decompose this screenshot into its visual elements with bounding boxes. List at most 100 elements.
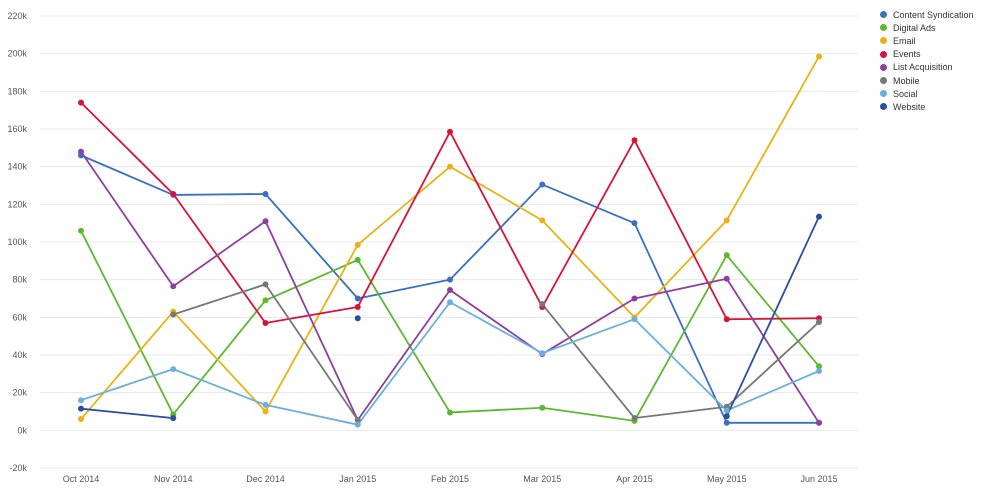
series-line-mobile xyxy=(172,283,359,421)
data-point-list-acquisition[interactable] xyxy=(447,287,453,294)
legend-item-email[interactable]: Email xyxy=(880,34,974,47)
x-axis-ticks: Oct 2014 Nov 2014 Dec 2014 Jan 2015 Feb 2015… xyxy=(63,474,838,484)
data-point-email[interactable] xyxy=(447,163,453,170)
legend-item-mobile[interactable]: Mobile xyxy=(880,74,974,87)
data-point-content-syndication[interactable] xyxy=(354,295,361,302)
data-point-events[interactable] xyxy=(631,137,638,144)
data-point-list-acquisition[interactable] xyxy=(262,218,269,225)
legend-label: Mobile xyxy=(893,75,920,86)
y-tick-label: 80k xyxy=(12,275,27,285)
data-point-mobile[interactable] xyxy=(816,319,822,326)
legend-swatch xyxy=(880,63,887,71)
data-point-social[interactable] xyxy=(631,316,638,323)
x-tick-label: Jun 2015 xyxy=(800,474,837,484)
data-point-website[interactable] xyxy=(78,405,84,412)
data-point-content-syndication[interactable] xyxy=(723,419,730,426)
data-point-website[interactable] xyxy=(816,213,822,220)
data-point-list-acquisition[interactable] xyxy=(723,275,730,282)
legend-label: Content Syndication xyxy=(893,9,974,20)
data-point-email[interactable] xyxy=(723,217,730,224)
data-point-content-syndication[interactable] xyxy=(447,276,453,283)
data-point-email[interactable] xyxy=(262,408,269,415)
data-point-list-acquisition[interactable] xyxy=(631,295,638,302)
legend-item-social[interactable]: Social xyxy=(880,87,974,100)
data-point-content-syndication[interactable] xyxy=(539,181,546,188)
legend-swatch xyxy=(880,24,887,32)
series-points xyxy=(78,53,822,428)
data-point-digital-ads[interactable] xyxy=(354,256,361,263)
x-tick-label: Apr 2015 xyxy=(616,474,653,484)
data-point-email[interactable] xyxy=(816,53,822,60)
data-point-events[interactable] xyxy=(447,128,453,135)
legend-swatch xyxy=(880,11,887,19)
x-tick-label: Oct 2014 xyxy=(63,474,100,484)
series-line-website xyxy=(725,216,820,417)
legend-label: Digital Ads xyxy=(893,22,936,33)
data-point-social[interactable] xyxy=(170,366,177,373)
data-point-digital-ads[interactable] xyxy=(816,363,822,370)
data-point-list-acquisition[interactable] xyxy=(78,148,84,155)
series-line-email xyxy=(80,56,820,420)
y-tick-label: 60k xyxy=(12,312,27,322)
data-point-website[interactable] xyxy=(354,315,361,322)
data-point-digital-ads[interactable] xyxy=(723,252,730,259)
legend: Content Syndication Digital Ads Email Event… xyxy=(880,8,974,114)
data-point-digital-ads[interactable] xyxy=(539,404,546,411)
series-line-social xyxy=(80,301,820,426)
y-axis-ticks: -20k 0k 20k 40k 60k 80k 100k 120k 140k 160k 180k 20… xyxy=(7,11,27,473)
legend-label: List Acquisition xyxy=(893,62,953,73)
legend-item-events[interactable]: Events xyxy=(880,48,974,61)
data-point-mobile[interactable] xyxy=(631,415,638,422)
data-point-digital-ads[interactable] xyxy=(447,409,453,416)
y-tick-label: 20k xyxy=(12,388,27,398)
legend-swatch xyxy=(880,50,887,58)
y-tick-label: 220k xyxy=(7,11,27,21)
data-point-mobile[interactable] xyxy=(262,281,269,288)
data-point-mobile[interactable] xyxy=(354,416,361,423)
legend-label: Website xyxy=(893,101,926,112)
y-tick-label: 200k xyxy=(7,49,27,59)
data-point-social[interactable] xyxy=(816,368,822,375)
x-tick-label: Nov 2014 xyxy=(154,474,193,484)
x-tick-label: Feb 2015 xyxy=(431,474,469,484)
legend-item-website[interactable]: Website xyxy=(880,100,974,113)
data-point-digital-ads[interactable] xyxy=(262,297,269,304)
legend-item-digital-ads[interactable]: Digital Ads xyxy=(880,21,974,34)
data-point-events[interactable] xyxy=(262,319,269,326)
data-point-social[interactable] xyxy=(262,401,269,408)
data-point-events[interactable] xyxy=(78,99,84,106)
legend-item-list-acquisition[interactable]: List Acquisition xyxy=(880,61,974,74)
y-tick-label: 160k xyxy=(7,124,27,134)
x-tick-label: Jan 2015 xyxy=(339,474,376,484)
legend-item-content-syndication[interactable]: Content Syndication xyxy=(880,8,974,21)
legend-swatch xyxy=(880,37,887,45)
data-point-email[interactable] xyxy=(354,241,361,248)
y-tick-label: 0k xyxy=(17,425,27,435)
data-point-email[interactable] xyxy=(78,416,84,423)
legend-swatch xyxy=(880,77,887,85)
data-point-events[interactable] xyxy=(354,303,361,310)
data-point-website[interactable] xyxy=(723,413,730,420)
data-point-events[interactable] xyxy=(723,316,730,323)
x-tick-label: May 2015 xyxy=(707,474,747,484)
data-point-mobile[interactable] xyxy=(539,301,546,308)
data-point-website[interactable] xyxy=(170,415,177,422)
data-point-email[interactable] xyxy=(539,217,546,224)
data-point-content-syndication[interactable] xyxy=(262,190,269,197)
data-point-list-acquisition[interactable] xyxy=(816,419,822,426)
data-point-social[interactable] xyxy=(447,299,453,306)
y-tick-label: 140k xyxy=(7,162,27,172)
data-point-social[interactable] xyxy=(723,407,730,414)
x-tick-label: Mar 2015 xyxy=(523,474,561,484)
data-point-content-syndication[interactable] xyxy=(631,220,638,227)
y-tick-label: 120k xyxy=(7,199,27,209)
y-tick-label: 100k xyxy=(7,237,27,247)
data-point-social[interactable] xyxy=(78,397,84,404)
data-point-list-acquisition[interactable] xyxy=(170,283,177,290)
data-point-social[interactable] xyxy=(539,350,546,357)
data-point-events[interactable] xyxy=(170,190,177,197)
data-point-social[interactable] xyxy=(354,421,361,428)
x-tick-label: Dec 2014 xyxy=(246,474,285,484)
data-point-digital-ads[interactable] xyxy=(78,227,84,234)
data-point-mobile[interactable] xyxy=(170,311,177,318)
